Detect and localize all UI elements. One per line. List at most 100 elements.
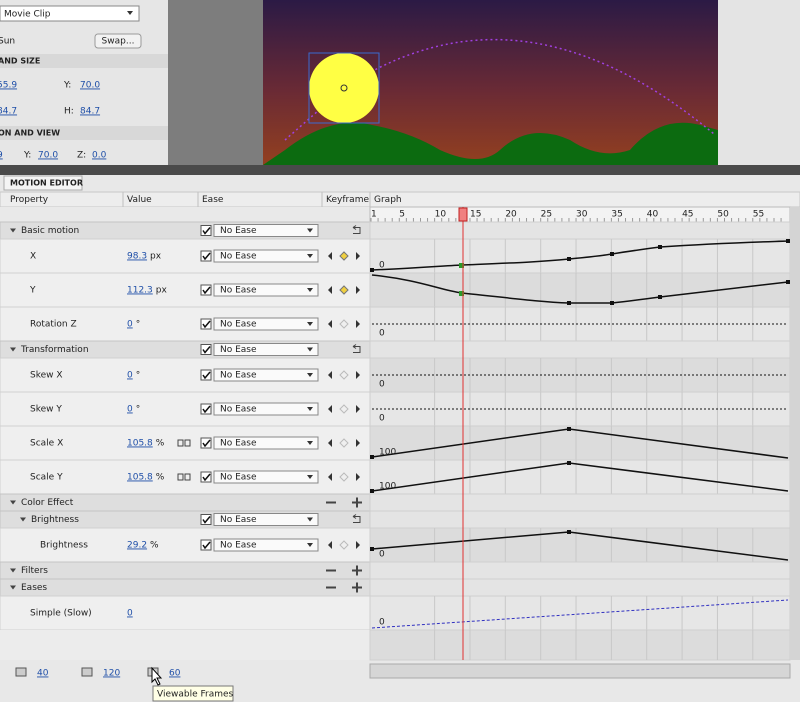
ease-dropdown[interactable] <box>213 470 319 484</box>
prev-keyframe[interactable] <box>328 405 332 413</box>
w-value[interactable]: 84.7 <box>0 107 17 117</box>
graph-row <box>369 595 791 631</box>
keyframe-toggle[interactable] <box>339 370 349 380</box>
ease-dropdown[interactable] <box>213 436 319 450</box>
expand-triangle[interactable] <box>10 228 16 233</box>
ease-checkbox[interactable] <box>200 403 212 415</box>
y-value[interactable]: 70.0 <box>80 81 100 91</box>
add-icon[interactable] <box>352 582 362 593</box>
prev-keyframe[interactable] <box>328 473 332 481</box>
dropdown-arrow <box>307 373 313 377</box>
symbol-type-dropdown[interactable] <box>0 5 140 22</box>
prev-keyframe[interactable] <box>328 439 332 447</box>
next-keyframe[interactable] <box>356 473 360 481</box>
expand-triangle[interactable] <box>10 585 16 590</box>
x-value[interactable]: 55.9 <box>0 81 17 91</box>
scrollbar[interactable] <box>790 207 800 660</box>
property-value[interactable]: 0 <box>127 371 133 381</box>
pasteboard <box>718 0 800 165</box>
ease-dropdown[interactable] <box>213 224 319 237</box>
keyframe-toggle[interactable] <box>339 319 349 329</box>
next-keyframe[interactable] <box>356 371 360 379</box>
view-z-value[interactable]: 0.0 <box>92 151 107 161</box>
property-value[interactable]: 112.3 <box>127 286 153 296</box>
prev-keyframe[interactable] <box>328 286 332 294</box>
zoom-level[interactable]: 40 <box>37 669 49 679</box>
keyframe-toggle[interactable] <box>339 472 349 482</box>
property-unit: % <box>156 439 165 449</box>
property-label: Skew X <box>30 371 63 381</box>
ease-checkbox[interactable] <box>200 437 212 449</box>
add-icon[interactable] <box>352 497 362 508</box>
expand-triangle[interactable] <box>20 517 26 522</box>
property-value[interactable]: 0 <box>127 609 133 619</box>
checkmark <box>202 346 211 354</box>
property-value[interactable]: 98.3 <box>127 252 147 262</box>
ease-dropdown[interactable] <box>213 368 319 382</box>
playhead-handle[interactable] <box>458 207 468 222</box>
ease-dropdown[interactable] <box>213 249 319 263</box>
h-scrollbar[interactable] <box>369 663 791 679</box>
next-keyframe[interactable] <box>356 286 360 294</box>
ease-dropdown[interactable] <box>213 343 319 356</box>
view-y-value[interactable]: 70.0 <box>38 151 58 161</box>
view-icon[interactable] <box>15 667 27 677</box>
y-label: Y: <box>63 81 71 91</box>
section-label: Color Effect <box>21 498 74 508</box>
cursor <box>151 666 163 686</box>
keyframe-toggle[interactable] <box>339 540 349 550</box>
ease-checkbox[interactable] <box>200 250 212 262</box>
h-value[interactable]: 84.7 <box>80 107 100 117</box>
swap-button[interactable] <box>94 33 142 49</box>
property-value[interactable]: 0 <box>127 320 133 330</box>
property-unit: px <box>150 252 162 262</box>
zoom-level[interactable]: 120 <box>103 669 120 679</box>
next-keyframe[interactable] <box>356 252 360 260</box>
panel-tab[interactable] <box>3 175 83 191</box>
ease-checkbox[interactable] <box>200 318 212 330</box>
sun[interactable] <box>309 53 379 123</box>
ease-dropdown[interactable] <box>213 402 319 416</box>
reset-icon[interactable] <box>352 225 361 234</box>
checkmark <box>202 371 211 380</box>
keyframe-toggle[interactable] <box>339 438 349 448</box>
ease-value: No Ease <box>220 226 257 236</box>
ease-checkbox[interactable] <box>200 369 212 381</box>
next-keyframe[interactable] <box>356 439 360 447</box>
keyframe-toggle[interactable] <box>339 404 349 414</box>
ease-checkbox[interactable] <box>200 514 212 525</box>
expand-triangle[interactable] <box>10 568 16 573</box>
ease-checkbox[interactable] <box>200 344 212 355</box>
add-icon[interactable] <box>352 565 362 576</box>
prev-keyframe[interactable] <box>328 252 332 260</box>
ease-checkbox[interactable] <box>200 284 212 296</box>
view-x-value[interactable]: 9 <box>0 151 3 161</box>
ease-checkbox[interactable] <box>200 539 212 551</box>
next-keyframe[interactable] <box>356 405 360 413</box>
zoom-level[interactable]: 60 <box>169 669 181 679</box>
view-icon[interactable] <box>81 667 93 677</box>
ease-dropdown[interactable] <box>213 283 319 297</box>
reset-icon[interactable] <box>352 514 361 523</box>
ease-value: No Ease <box>220 541 257 551</box>
ease-checkbox[interactable] <box>200 471 212 483</box>
ease-dropdown[interactable] <box>213 538 319 552</box>
ease-dropdown[interactable] <box>213 317 319 331</box>
property-value[interactable]: 105.8 <box>127 439 153 449</box>
ease-checkbox[interactable] <box>200 225 212 236</box>
expand-triangle[interactable] <box>10 500 16 505</box>
next-keyframe[interactable] <box>356 541 360 549</box>
reset-icon[interactable] <box>352 344 361 353</box>
prev-keyframe[interactable] <box>328 541 332 549</box>
empty-area <box>0 630 370 660</box>
keyframe-diamond[interactable] <box>339 251 349 295</box>
property-value[interactable]: 105.8 <box>127 473 153 483</box>
ease-dropdown[interactable] <box>213 513 319 526</box>
property-value[interactable]: 0 <box>127 405 133 415</box>
prev-keyframe[interactable] <box>328 320 332 328</box>
property-value[interactable]: 29.2 <box>127 541 147 551</box>
next-keyframe[interactable] <box>356 320 360 328</box>
expand-triangle[interactable] <box>10 347 16 352</box>
prev-keyframe[interactable] <box>328 371 332 379</box>
